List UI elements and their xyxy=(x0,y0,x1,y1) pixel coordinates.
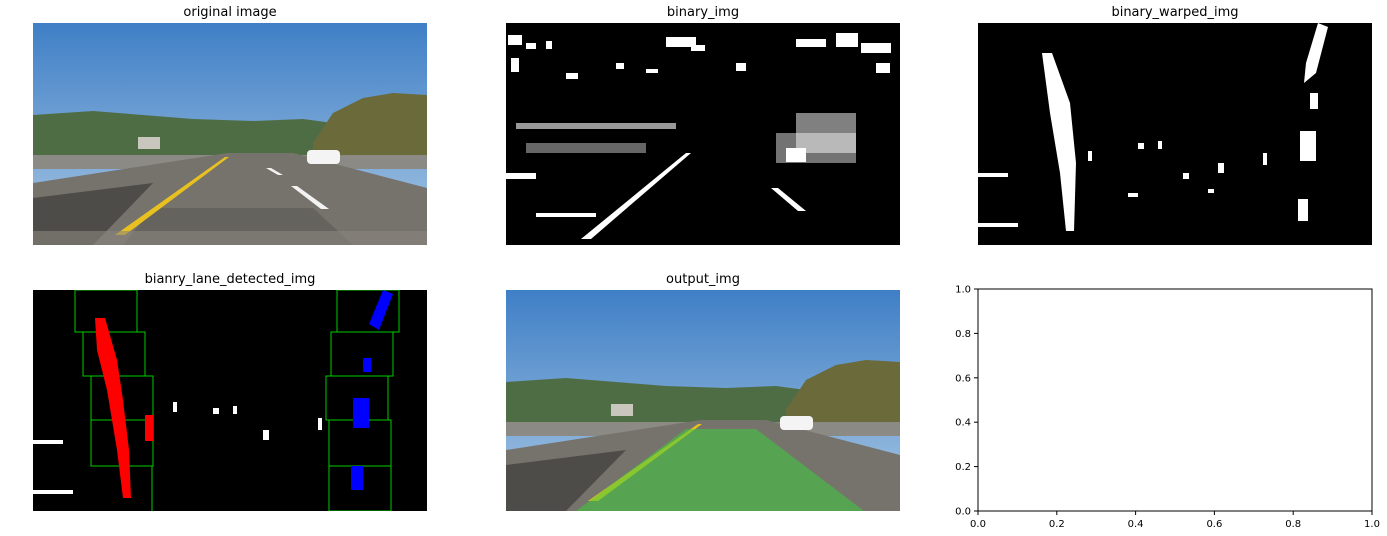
trees-right xyxy=(313,93,427,163)
binary-image-panel xyxy=(506,23,900,245)
warped-right-lane-dash xyxy=(1310,93,1318,109)
white-dash-2 xyxy=(266,168,283,175)
shadow-left xyxy=(33,183,153,245)
white-dash-1 xyxy=(291,186,329,209)
original-image-panel xyxy=(33,23,427,245)
binary-lane-right xyxy=(771,188,806,211)
right-lane-pixels-dash xyxy=(363,358,371,372)
lane-overlay xyxy=(576,429,864,511)
car xyxy=(307,150,340,164)
x-tick-label: 0.8 xyxy=(1285,519,1301,530)
binary-lane-left xyxy=(581,153,691,239)
binary-image xyxy=(506,23,900,245)
x-tick-label: 1.0 xyxy=(1364,519,1380,530)
warped-right-lane-low xyxy=(1298,199,1308,221)
road xyxy=(33,153,427,245)
axes-frame xyxy=(977,288,1373,512)
x-tick-label: 0.0 xyxy=(970,519,986,530)
panel-title-original: original image xyxy=(183,5,277,20)
y-tick-label: 1.0 xyxy=(955,285,971,296)
x-tick-label: 0.4 xyxy=(1128,519,1144,530)
y-tick-label: 0.0 xyxy=(955,507,971,518)
panel-title-binary-warped: binary_warped_img xyxy=(1111,5,1239,20)
right-lane-pixels-mid xyxy=(353,398,369,428)
x-tick-label: 0.6 xyxy=(1206,519,1222,530)
sign xyxy=(138,137,160,149)
lane-detected-image xyxy=(33,290,427,511)
output-image xyxy=(506,290,900,511)
warped-right-lane-top xyxy=(1304,23,1328,83)
panel-title-binary: binary_img xyxy=(666,5,740,20)
warped-left-lane xyxy=(1042,53,1076,231)
warped-right-lane-mid xyxy=(1300,131,1316,161)
binary-warped-panel xyxy=(978,23,1372,245)
y-tick-label: 0.8 xyxy=(955,329,971,340)
warped-noise xyxy=(978,141,1267,227)
road-bottom xyxy=(33,231,427,245)
binary-noise xyxy=(506,33,891,217)
y-tick-label: 0.6 xyxy=(955,373,971,384)
panel-title-lane-detected: bianry_lane_detected_img xyxy=(144,272,316,287)
panel-title-output: output_img xyxy=(666,272,740,287)
left-lane-pixels-2 xyxy=(145,415,153,441)
yellow-line xyxy=(115,157,229,235)
y-tick-label: 0.4 xyxy=(955,418,971,429)
output-image-panel xyxy=(506,290,900,511)
original-image xyxy=(33,23,427,245)
left-lane-pixels xyxy=(95,318,131,498)
binary-warped-image xyxy=(978,23,1372,245)
right-lane-pixels-low xyxy=(351,466,363,490)
lane-detected-noise xyxy=(33,402,322,494)
right-lane-pixels-top xyxy=(369,290,393,330)
y-tick-label: 0.2 xyxy=(955,462,971,473)
x-tick-label: 0.2 xyxy=(1049,519,1065,530)
lane-detected-panel xyxy=(33,290,427,511)
